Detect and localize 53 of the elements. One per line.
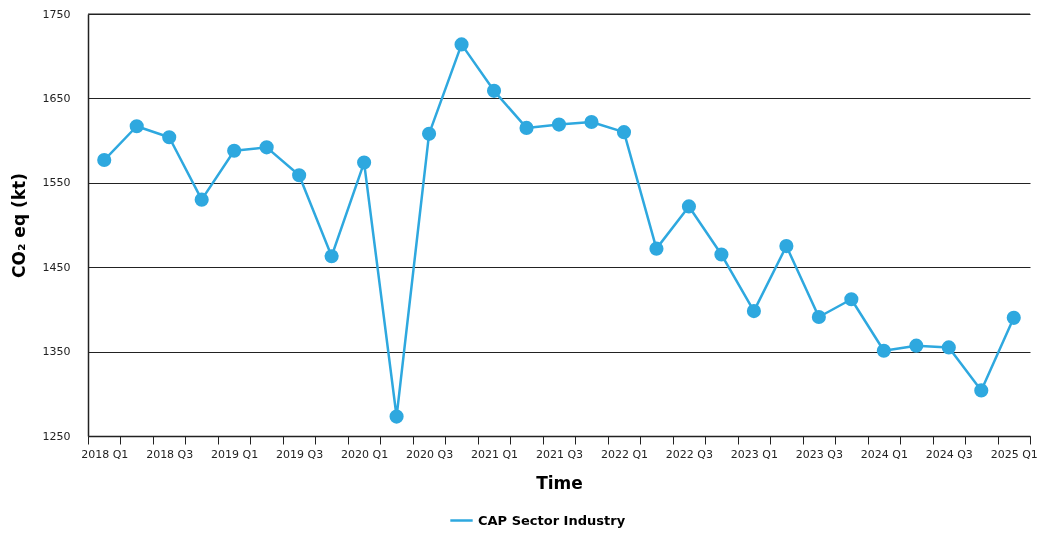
point [584,114,599,130]
point [292,168,307,183]
x-tick-label: 2018 Q1 [81,447,129,461]
x-tick-label: 2022 Q3 [665,447,714,461]
x-tick-label: 2025 Q1 [990,447,1038,461]
point [714,247,729,262]
point [681,199,696,214]
point [779,239,794,254]
point [909,338,924,353]
point [259,140,274,155]
x-tick-label: 2019 Q1 [211,447,259,461]
x-tick-label: 2023 Q1 [730,447,778,461]
point [454,37,469,52]
point [422,126,437,141]
x-tick-label: 2020 Q3 [405,447,454,461]
point [129,119,144,134]
x-tick-label: 2024 Q3 [925,447,973,461]
point [876,343,891,358]
y-tick-label: 1250 [42,429,71,443]
x-tick-label: 2020 Q1 [341,447,389,461]
x-tick-label: 2019 Q3 [276,447,324,461]
point [162,130,177,145]
x-tick-label: 2023 Q3 [795,447,843,461]
point [486,83,502,98]
y-tick-label: 1750 [42,7,71,21]
point [616,125,632,140]
x-tick-label: 2018 Q3 [146,447,194,461]
point [357,155,372,170]
point [1006,310,1021,325]
y-tick-label: 1350 [42,345,71,359]
point [389,409,404,424]
y-axis-title: CO₂ eq (kt) [8,173,29,278]
x-tick-label: 2021 Q1 [470,447,519,461]
point [519,120,534,135]
point [844,292,859,307]
x-tick-label: 2022 Q1 [600,447,649,461]
legend-label: CAP Sector Industry [478,512,626,528]
point [194,192,209,207]
y-tick-label: 1550 [42,176,71,190]
point [746,304,761,319]
point [551,117,567,132]
point [811,309,826,325]
y-tick-label: 1650 [42,91,71,105]
y-tick-label: 1450 [42,260,71,274]
x-axis-title: Time [536,472,583,493]
point [97,152,112,168]
x-tick-label: 2021 Q3 [535,447,584,461]
point [227,143,242,158]
point [974,383,989,398]
x-tick-label: 2024 Q1 [860,447,908,461]
point [649,241,664,256]
point [941,340,956,355]
point [324,249,339,264]
